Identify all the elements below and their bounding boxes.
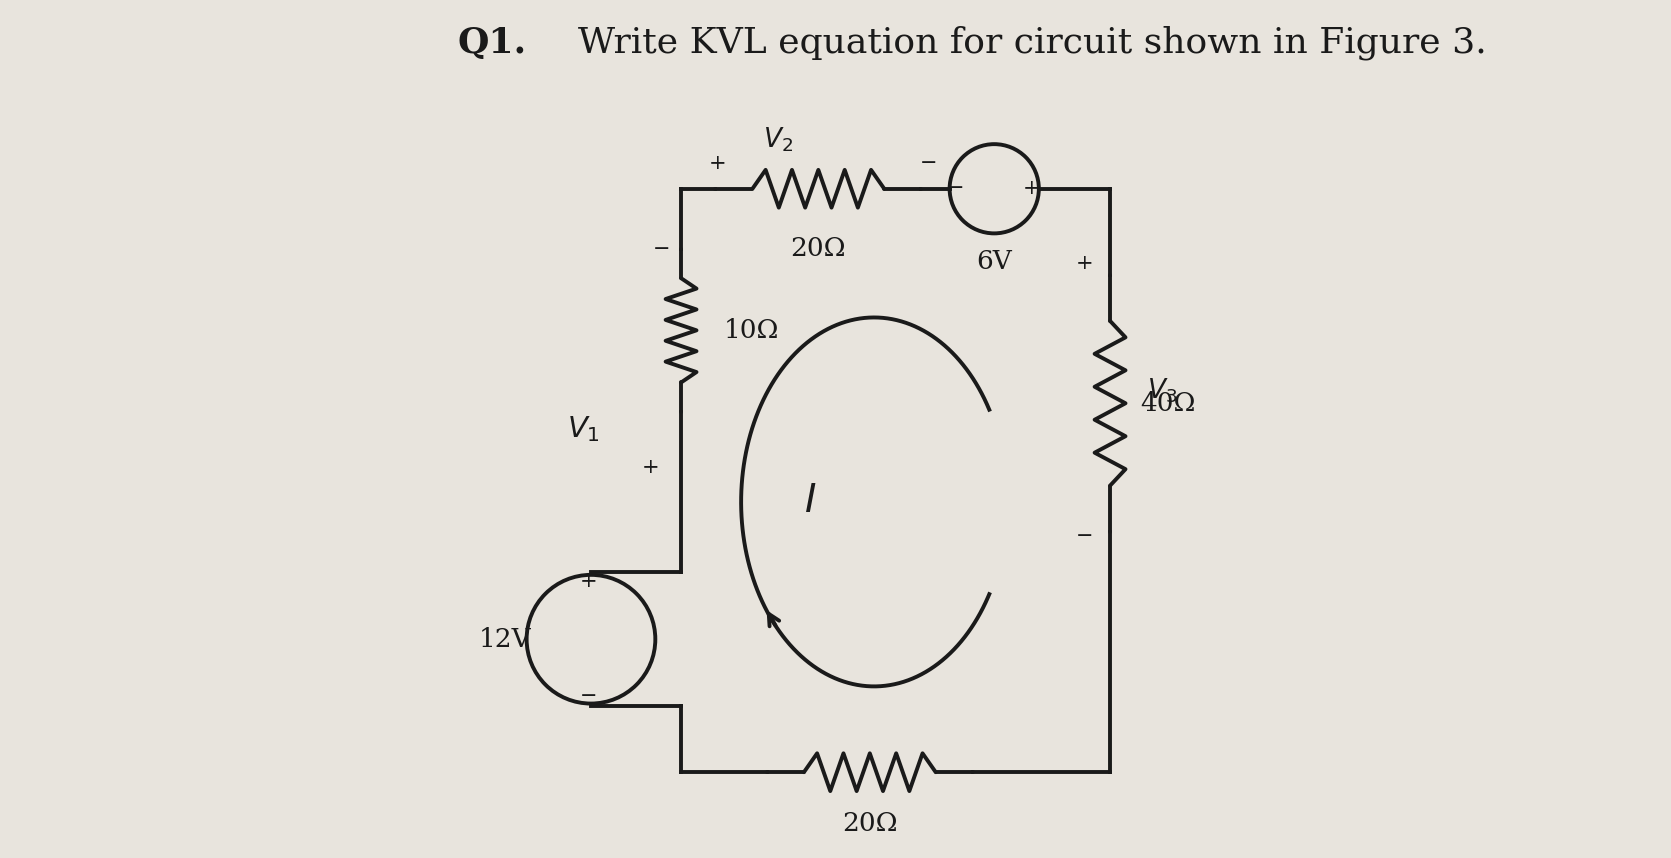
Text: −: − <box>580 687 597 706</box>
Text: $I$: $I$ <box>804 483 815 521</box>
Text: −: − <box>919 154 937 172</box>
Text: 20Ω: 20Ω <box>790 236 846 261</box>
Text: 20Ω: 20Ω <box>842 811 897 836</box>
Text: 12V: 12V <box>480 626 531 652</box>
Text: 6V: 6V <box>976 249 1013 274</box>
Text: $V_1$: $V_1$ <box>566 414 600 444</box>
Text: $V_3$: $V_3$ <box>1146 376 1178 405</box>
Text: −: − <box>1076 527 1093 546</box>
Text: +: + <box>580 572 597 591</box>
Text: $V_2$: $V_2$ <box>762 126 792 154</box>
Text: 40Ω: 40Ω <box>1140 390 1195 416</box>
Text: −: − <box>947 179 964 198</box>
Text: +: + <box>709 154 727 172</box>
Text: +: + <box>642 458 660 477</box>
Text: Write KVL equation for circuit shown in Figure 3.: Write KVL equation for circuit shown in … <box>578 26 1487 60</box>
Text: +: + <box>1023 179 1039 198</box>
Text: 10Ω: 10Ω <box>724 317 779 343</box>
Text: −: − <box>652 240 670 259</box>
Text: Q1.: Q1. <box>458 26 526 60</box>
Text: +: + <box>1074 254 1093 273</box>
